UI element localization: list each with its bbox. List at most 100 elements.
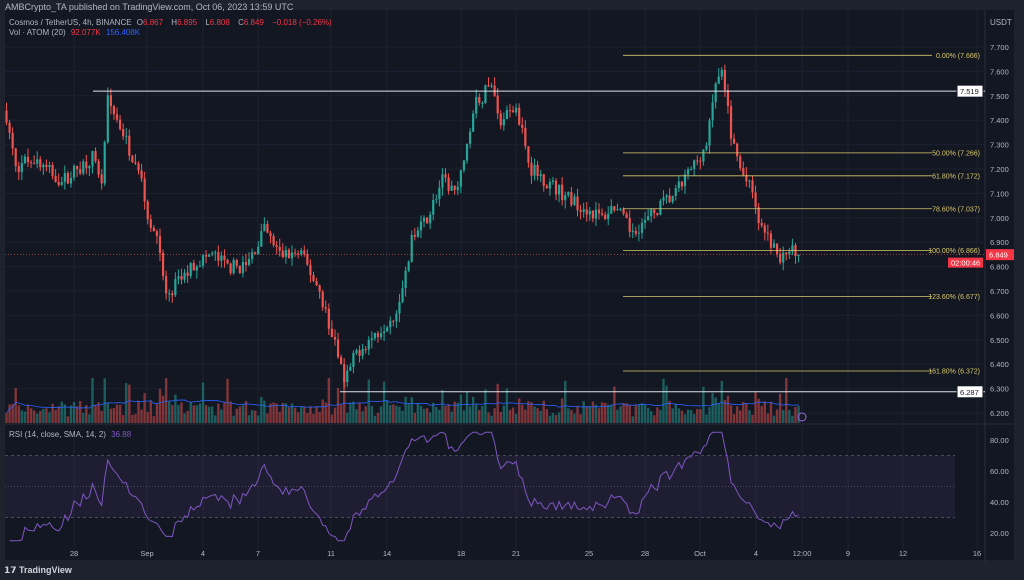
candle-body: [137, 163, 140, 171]
candle-body: [8, 122, 11, 133]
candle-body: [570, 191, 573, 205]
current-price-label: 6.849: [989, 251, 1008, 260]
volume-bar: [726, 395, 730, 423]
candle-body: [444, 174, 447, 178]
candle-body: [591, 210, 594, 219]
volume-bar: [597, 408, 601, 423]
volume-bar: [312, 413, 315, 423]
volume-bar: [229, 401, 232, 423]
volume-bar: [364, 406, 367, 423]
candle-body: [254, 252, 257, 254]
candle-body: [69, 177, 73, 184]
candle-body: [745, 174, 748, 182]
candle-body: [459, 170, 462, 187]
candle-body: [456, 186, 459, 191]
candle-body: [558, 184, 561, 195]
volume-bar: [186, 410, 189, 423]
candle-body: [527, 146, 530, 163]
candle-body: [260, 231, 263, 247]
volume-bar: [66, 416, 70, 423]
candle-body: [662, 197, 665, 201]
candle-body: [168, 293, 171, 295]
volume-bar: [94, 404, 97, 423]
volume-bar: [339, 404, 343, 423]
volume-bar: [622, 403, 625, 423]
candle-body: [788, 251, 791, 255]
candle-body: [643, 220, 647, 223]
volume-bar: [330, 414, 334, 423]
candle-body: [186, 272, 189, 276]
volume-bar: [616, 409, 619, 423]
candle-body: [100, 174, 103, 184]
candle-body: [441, 174, 444, 188]
volume-bar: [385, 400, 389, 423]
rsi-tick-label: 80.00: [990, 436, 1009, 445]
time-tick-label: 4: [201, 549, 205, 558]
volume-bar: [539, 410, 542, 423]
volume-bar: [425, 408, 429, 423]
candle-body: [613, 206, 616, 211]
candle-body: [94, 151, 97, 162]
candle-body: [306, 254, 309, 265]
volume-bar: [17, 405, 20, 423]
volume-bar: [640, 403, 644, 423]
candle-body: [696, 160, 699, 162]
candle-body: [432, 199, 435, 215]
volume-bar: [705, 414, 708, 423]
volume-bar: [361, 411, 364, 423]
time-tick-label: 16: [973, 549, 981, 558]
candle-body: [683, 174, 687, 187]
volume-bar: [732, 414, 736, 423]
candle-body: [594, 209, 598, 219]
volume-bar: [502, 405, 506, 423]
candle-body: [379, 333, 383, 338]
candle-body: [597, 209, 601, 214]
candle-body: [183, 272, 186, 280]
volume-value: 92.077K: [70, 28, 101, 37]
volume-label[interactable]: Vol · ATOM (20): [9, 28, 66, 37]
candle-body: [72, 165, 76, 178]
volume-bar: [370, 406, 374, 423]
candle-body: [109, 95, 112, 107]
candle-body: [189, 263, 192, 276]
tradingview-logo[interactable]: 𝟭𝟳 TradingView: [4, 565, 72, 576]
rsi-tick-label: 40.00: [990, 498, 1009, 507]
candle-body: [29, 162, 33, 164]
volume-bar: [665, 385, 668, 423]
rsi-label[interactable]: RSI (14, close, SMA, 14, 2): [9, 430, 106, 439]
price-tick-label: 7.600: [990, 67, 1009, 76]
candle-body: [321, 291, 324, 308]
candle-body: [20, 162, 23, 173]
volume-bar: [97, 402, 100, 423]
volume-bar: [293, 407, 297, 423]
candle-body: [619, 208, 622, 210]
candle-body: [739, 156, 742, 169]
candle-body: [134, 162, 137, 164]
volume-bar: [742, 401, 745, 423]
volume-bar: [85, 405, 88, 423]
low-value: 6.808: [209, 18, 230, 27]
volume-bar: [508, 409, 512, 423]
volume-bar: [177, 405, 180, 423]
candle-body: [51, 165, 54, 177]
fib-level-label: 100.00% (6.866): [928, 248, 980, 255]
fib-level-label: 61.80% (7.172): [932, 173, 980, 180]
symbol-name[interactable]: Cosmos / TetherUS, 4h, BINANCE: [9, 18, 132, 27]
volume-bar: [600, 402, 604, 423]
volume-bar: [306, 412, 309, 423]
volume-bar: [643, 404, 647, 423]
candle-body: [293, 252, 297, 254]
volume-bar: [404, 396, 407, 423]
candle-body: [343, 364, 346, 383]
candle-body: [711, 102, 714, 121]
rsi-value: 36.88: [111, 430, 132, 439]
candle-body: [297, 253, 300, 255]
volume-bar: [557, 412, 561, 423]
volume-bar: [8, 404, 11, 423]
volume-bar: [735, 406, 739, 423]
volume-bar: [591, 401, 595, 423]
countdown-label: 02:00:46: [951, 259, 980, 268]
candle-body: [521, 124, 524, 128]
